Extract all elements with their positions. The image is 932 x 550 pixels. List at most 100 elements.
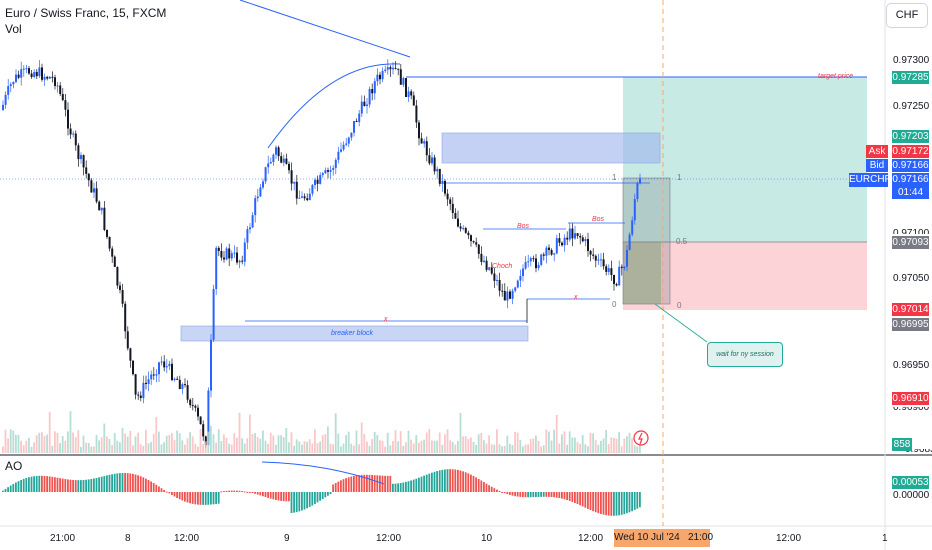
- volume-bar: [160, 444, 163, 453]
- volume-bar: [347, 431, 350, 453]
- volume-bar: [334, 413, 337, 453]
- ao-bar: [165, 491, 168, 493]
- volume-bar: [293, 445, 295, 453]
- volume-bar: [553, 429, 555, 453]
- callout-pointer: [654, 303, 708, 343]
- candle-body: [324, 170, 327, 174]
- ao-bar: [316, 492, 319, 503]
- candle-body: [202, 424, 205, 437]
- candle-body: [290, 170, 293, 184]
- candle-body: [626, 250, 628, 267]
- volume-bar: [90, 446, 93, 453]
- ao-bar: [298, 492, 301, 512]
- x-mark-label[interactable]: x: [574, 294, 578, 301]
- ao-bar: [535, 492, 537, 498]
- wait-note-callout[interactable]: wait for ny session: [707, 342, 783, 367]
- choch-label[interactable]: Choch: [492, 263, 513, 270]
- candle-body: [116, 267, 119, 286]
- ao-bar: [623, 492, 626, 515]
- volume-bar: [259, 438, 262, 453]
- candle-body: [477, 244, 480, 254]
- ao-indicator-label[interactable]: AO: [5, 459, 23, 473]
- ao-bar: [212, 492, 215, 505]
- volume-bar: [464, 436, 467, 453]
- volume-bar: [376, 434, 379, 453]
- ao-bar: [64, 479, 67, 492]
- ao-bar: [431, 472, 433, 492]
- volume-bar: [483, 440, 485, 453]
- volume-bar: [524, 444, 527, 453]
- candle-body: [600, 259, 602, 261]
- ao-bar: [28, 477, 30, 492]
- candle-body: [631, 220, 634, 235]
- ao-bar: [293, 492, 295, 513]
- breaker-block-label[interactable]: breaker block: [331, 330, 374, 337]
- x-mark-label[interactable]: x: [384, 316, 388, 323]
- ao-bar: [137, 475, 139, 492]
- target-price-label[interactable]: target price: [818, 73, 854, 80]
- volume-bar: [363, 433, 366, 453]
- volume-bar: [532, 438, 535, 453]
- ao-bar: [48, 476, 51, 492]
- candle-body: [243, 242, 246, 262]
- ao-bar: [259, 492, 262, 496]
- volume-bar: [371, 439, 373, 453]
- candle-body: [67, 109, 69, 129]
- candle-body: [480, 253, 483, 262]
- ao-bar: [620, 492, 623, 515]
- candle-body: [613, 274, 615, 285]
- candle-body: [25, 68, 28, 70]
- ao-bar: [90, 478, 93, 492]
- volume-bar: [306, 441, 308, 453]
- candle-body: [152, 374, 155, 376]
- bid-price-badge: 0.97166: [892, 159, 929, 172]
- ao-bar: [124, 472, 126, 492]
- candle-body: [594, 255, 597, 261]
- ao-bar: [555, 492, 558, 498]
- price-tick: 0.96900: [893, 402, 930, 413]
- bos-label[interactable]: Bos: [517, 223, 530, 230]
- volume-bar: [594, 439, 597, 453]
- candle-body: [623, 266, 626, 268]
- candle-body: [215, 247, 218, 290]
- candle-body: [56, 85, 59, 87]
- candle-body: [618, 266, 621, 286]
- currency-button[interactable]: CHF: [886, 3, 928, 28]
- volume-bar: [503, 445, 506, 453]
- symbol-title[interactable]: Euro / Swiss Franc, 15, FXCM: [5, 6, 167, 20]
- volume-bar: [618, 432, 620, 453]
- time-tick: 1: [882, 533, 888, 544]
- volume-bar: [176, 430, 178, 453]
- candle-body: [553, 253, 556, 255]
- ao-bar: [243, 491, 246, 493]
- ao-bar: [470, 474, 472, 492]
- candle-body: [397, 68, 400, 70]
- bos-label[interactable]: Bos: [592, 216, 605, 223]
- volume-bar: [412, 443, 415, 453]
- volume-bar: [15, 434, 17, 453]
- ao-bar: [475, 477, 477, 492]
- volume-bar: [490, 444, 493, 453]
- ao-bar: [251, 492, 254, 494]
- candle-body: [581, 237, 584, 242]
- ao-bar: [537, 492, 540, 497]
- candle-body: [285, 158, 288, 164]
- volume-bar: [59, 442, 61, 453]
- fib-level-label: 1: [612, 173, 617, 182]
- volume-bar: [514, 431, 516, 453]
- candle-body: [394, 67, 397, 69]
- volume-bar: [636, 446, 639, 453]
- ao-bar: [589, 492, 592, 511]
- volume-bar: [119, 442, 121, 453]
- candle-body: [282, 158, 285, 163]
- candle-body: [223, 257, 225, 260]
- volume-bar: [410, 439, 412, 453]
- volume-bar: [93, 446, 95, 453]
- candle-body: [464, 228, 467, 233]
- volume-bar: [407, 430, 410, 453]
- volume-bar: [106, 436, 108, 453]
- ao-bar: [77, 480, 80, 492]
- ao-bar: [496, 489, 498, 492]
- volume-label[interactable]: Vol: [5, 22, 22, 36]
